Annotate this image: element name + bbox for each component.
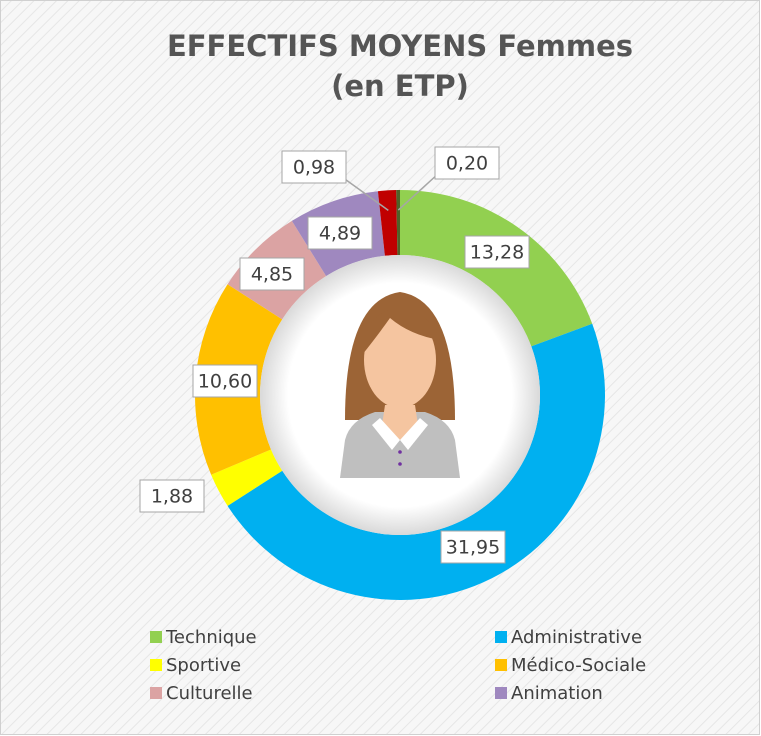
legend-swatch xyxy=(495,659,507,671)
legend: Technique Administrative Sportive Médico-So… xyxy=(150,627,646,704)
data-label: 1,88 xyxy=(151,486,193,508)
data-label: 4,85 xyxy=(251,264,293,286)
leader-line xyxy=(341,176,389,211)
legend-label: Administrative xyxy=(511,627,642,648)
legend-label: Culturelle xyxy=(166,683,253,704)
label-box xyxy=(464,235,530,269)
label-box xyxy=(440,530,506,564)
label-box xyxy=(139,479,205,513)
label-box xyxy=(281,150,347,184)
label-box xyxy=(434,146,500,180)
label-box xyxy=(239,257,305,291)
label-box xyxy=(192,364,258,398)
legend-label: Animation xyxy=(511,683,603,704)
legend-swatch xyxy=(150,687,162,699)
woman-icon xyxy=(340,292,460,478)
donut-slice xyxy=(227,323,605,601)
donut-slice xyxy=(211,449,283,506)
donut-slice xyxy=(396,190,400,256)
legend-swatch xyxy=(150,659,162,671)
chart-title: EFFECTIFS MOYENS Femmes xyxy=(167,29,633,63)
legend-label: Technique xyxy=(165,627,257,648)
labels: 13,28 31,95 1,88 10,60 4,85 4,89 0,98 0,20 xyxy=(139,146,530,564)
chart-subtitle: (en ETP) xyxy=(331,69,469,103)
legend-label: Sportive xyxy=(166,655,241,676)
legend-swatch xyxy=(495,631,507,643)
data-label: 10,60 xyxy=(198,371,252,393)
label-box xyxy=(307,216,373,250)
data-label: 31,95 xyxy=(446,537,500,559)
legend-swatch xyxy=(495,687,507,699)
data-label: 4,89 xyxy=(319,223,361,245)
data-label: 13,28 xyxy=(470,242,524,264)
leader-line xyxy=(397,172,440,211)
legend-swatch xyxy=(150,631,162,643)
data-label: 0,98 xyxy=(293,157,335,179)
legend-label: Médico-Sociale xyxy=(511,655,646,676)
data-label: 0,20 xyxy=(446,153,488,175)
